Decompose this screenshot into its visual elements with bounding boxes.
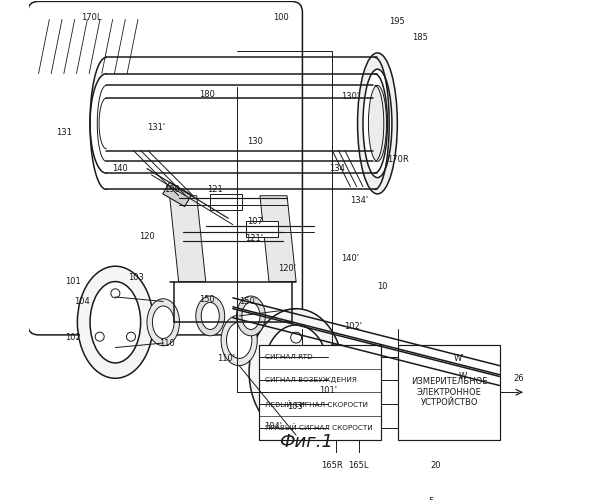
Circle shape — [111, 289, 120, 298]
Ellipse shape — [357, 53, 397, 194]
Text: 134: 134 — [329, 164, 345, 173]
Text: W': W' — [454, 354, 464, 363]
Text: ПРАВЫЙ СИГНАЛ СКОРОСТИ: ПРАВЫЙ СИГНАЛ СКОРОСТИ — [265, 424, 373, 431]
Text: ЛЕВЫЙ СИГНАЛ СКОРОСТИ: ЛЕВЫЙ СИГНАЛ СКОРОСТИ — [265, 401, 368, 407]
Bar — [398, 345, 500, 440]
Text: 140: 140 — [112, 164, 128, 173]
Ellipse shape — [221, 315, 257, 366]
Bar — [210, 194, 242, 210]
Text: 130: 130 — [248, 137, 264, 146]
Text: СИГНАЛ RTD: СИГНАЛ RTD — [265, 354, 313, 360]
Ellipse shape — [77, 266, 153, 378]
Text: 170L: 170L — [81, 13, 101, 22]
Bar — [259, 345, 381, 440]
Text: 103: 103 — [128, 272, 144, 281]
Text: 185: 185 — [412, 33, 428, 42]
Text: 110': 110' — [218, 354, 235, 363]
Text: 131': 131' — [147, 124, 165, 132]
Text: 26: 26 — [513, 374, 524, 383]
Ellipse shape — [201, 302, 219, 330]
Ellipse shape — [227, 322, 252, 358]
Ellipse shape — [153, 306, 174, 338]
Ellipse shape — [90, 282, 140, 363]
Text: 140': 140' — [341, 254, 359, 264]
Circle shape — [310, 384, 321, 394]
Text: 102': 102' — [344, 322, 362, 332]
Bar — [163, 182, 191, 206]
Text: Фиг.1: Фиг.1 — [279, 434, 333, 452]
Text: 134': 134' — [350, 196, 368, 204]
Text: 121: 121 — [207, 185, 223, 194]
Polygon shape — [260, 196, 296, 282]
Text: 150': 150' — [239, 297, 257, 306]
Text: 120: 120 — [139, 232, 155, 241]
Text: 121': 121' — [245, 234, 262, 242]
Text: 131: 131 — [56, 128, 72, 137]
Bar — [246, 221, 278, 238]
Text: 195: 195 — [389, 17, 405, 26]
Text: 150: 150 — [199, 295, 215, 304]
Ellipse shape — [249, 308, 343, 435]
Ellipse shape — [368, 86, 386, 162]
Text: 104': 104' — [265, 422, 283, 430]
Text: ИЗМЕРИТЕЛЬНОЕ
ЭЛЕКТРОННОЕ
УСТРОЙСТВО: ИЗМЕРИТЕЛЬНОЕ ЭЛЕКТРОННОЕ УСТРОЙСТВО — [411, 378, 487, 407]
Text: 165L: 165L — [348, 460, 369, 469]
Text: 165R: 165R — [321, 460, 343, 469]
Text: СИГНАЛ ВОЗБУЖДЕНИЯ: СИГНАЛ ВОЗБУЖДЕНИЯ — [265, 378, 357, 384]
Text: 102: 102 — [65, 333, 81, 342]
Circle shape — [126, 332, 135, 341]
Text: 110: 110 — [159, 338, 175, 347]
Ellipse shape — [237, 296, 265, 336]
Ellipse shape — [264, 325, 329, 419]
Ellipse shape — [363, 69, 392, 178]
Text: 120': 120' — [278, 264, 296, 272]
Text: 101: 101 — [65, 277, 81, 286]
Ellipse shape — [196, 296, 225, 336]
Text: 100: 100 — [273, 13, 289, 22]
Ellipse shape — [242, 302, 260, 330]
Text: 10: 10 — [377, 282, 387, 290]
Text: 104: 104 — [74, 297, 89, 306]
Circle shape — [291, 332, 302, 343]
Text: 190: 190 — [164, 185, 180, 194]
Text: 130': 130' — [341, 92, 359, 101]
Text: 5: 5 — [428, 496, 434, 500]
Text: 107: 107 — [248, 216, 264, 226]
Circle shape — [95, 332, 104, 341]
Ellipse shape — [147, 298, 180, 346]
Text: 20: 20 — [430, 460, 441, 469]
FancyBboxPatch shape — [28, 2, 302, 335]
Circle shape — [271, 384, 282, 394]
Text: 180: 180 — [200, 90, 215, 99]
Text: 101': 101' — [319, 386, 337, 394]
Text: 170R: 170R — [387, 155, 409, 164]
FancyBboxPatch shape — [330, 345, 343, 440]
Text: W: W — [459, 372, 468, 381]
Polygon shape — [170, 196, 206, 282]
Text: 103': 103' — [287, 402, 305, 411]
